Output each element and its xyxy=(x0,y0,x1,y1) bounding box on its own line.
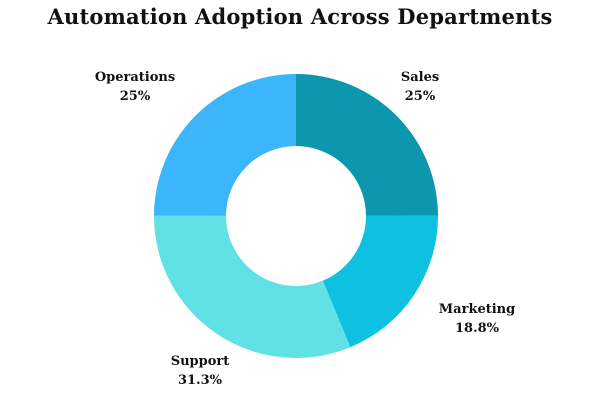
slice-value-support: 31.3% xyxy=(177,373,222,388)
slice-value-operations: 25% xyxy=(119,89,151,104)
slice-sales xyxy=(296,74,438,216)
slice-name-support: Support xyxy=(170,354,230,369)
slice-marketing xyxy=(322,215,438,348)
slice-operations xyxy=(154,74,296,216)
slice-label-operations: Operations 25% xyxy=(80,68,190,106)
slice-name-operations: Operations xyxy=(94,70,176,85)
slice-name-sales: Sales xyxy=(400,70,440,85)
slice-label-support: Support 31.3% xyxy=(145,352,255,390)
slice-name-marketing: Marketing xyxy=(438,302,516,317)
slice-value-sales: 25% xyxy=(404,89,436,104)
slice-label-marketing: Marketing 18.8% xyxy=(422,300,532,338)
slice-label-sales: Sales 25% xyxy=(365,68,475,106)
slice-value-marketing: 18.8% xyxy=(454,321,499,336)
slice-support xyxy=(153,215,351,358)
donut-slices xyxy=(153,74,438,358)
chart-title: Automation Adoption Across Departments xyxy=(47,4,553,29)
